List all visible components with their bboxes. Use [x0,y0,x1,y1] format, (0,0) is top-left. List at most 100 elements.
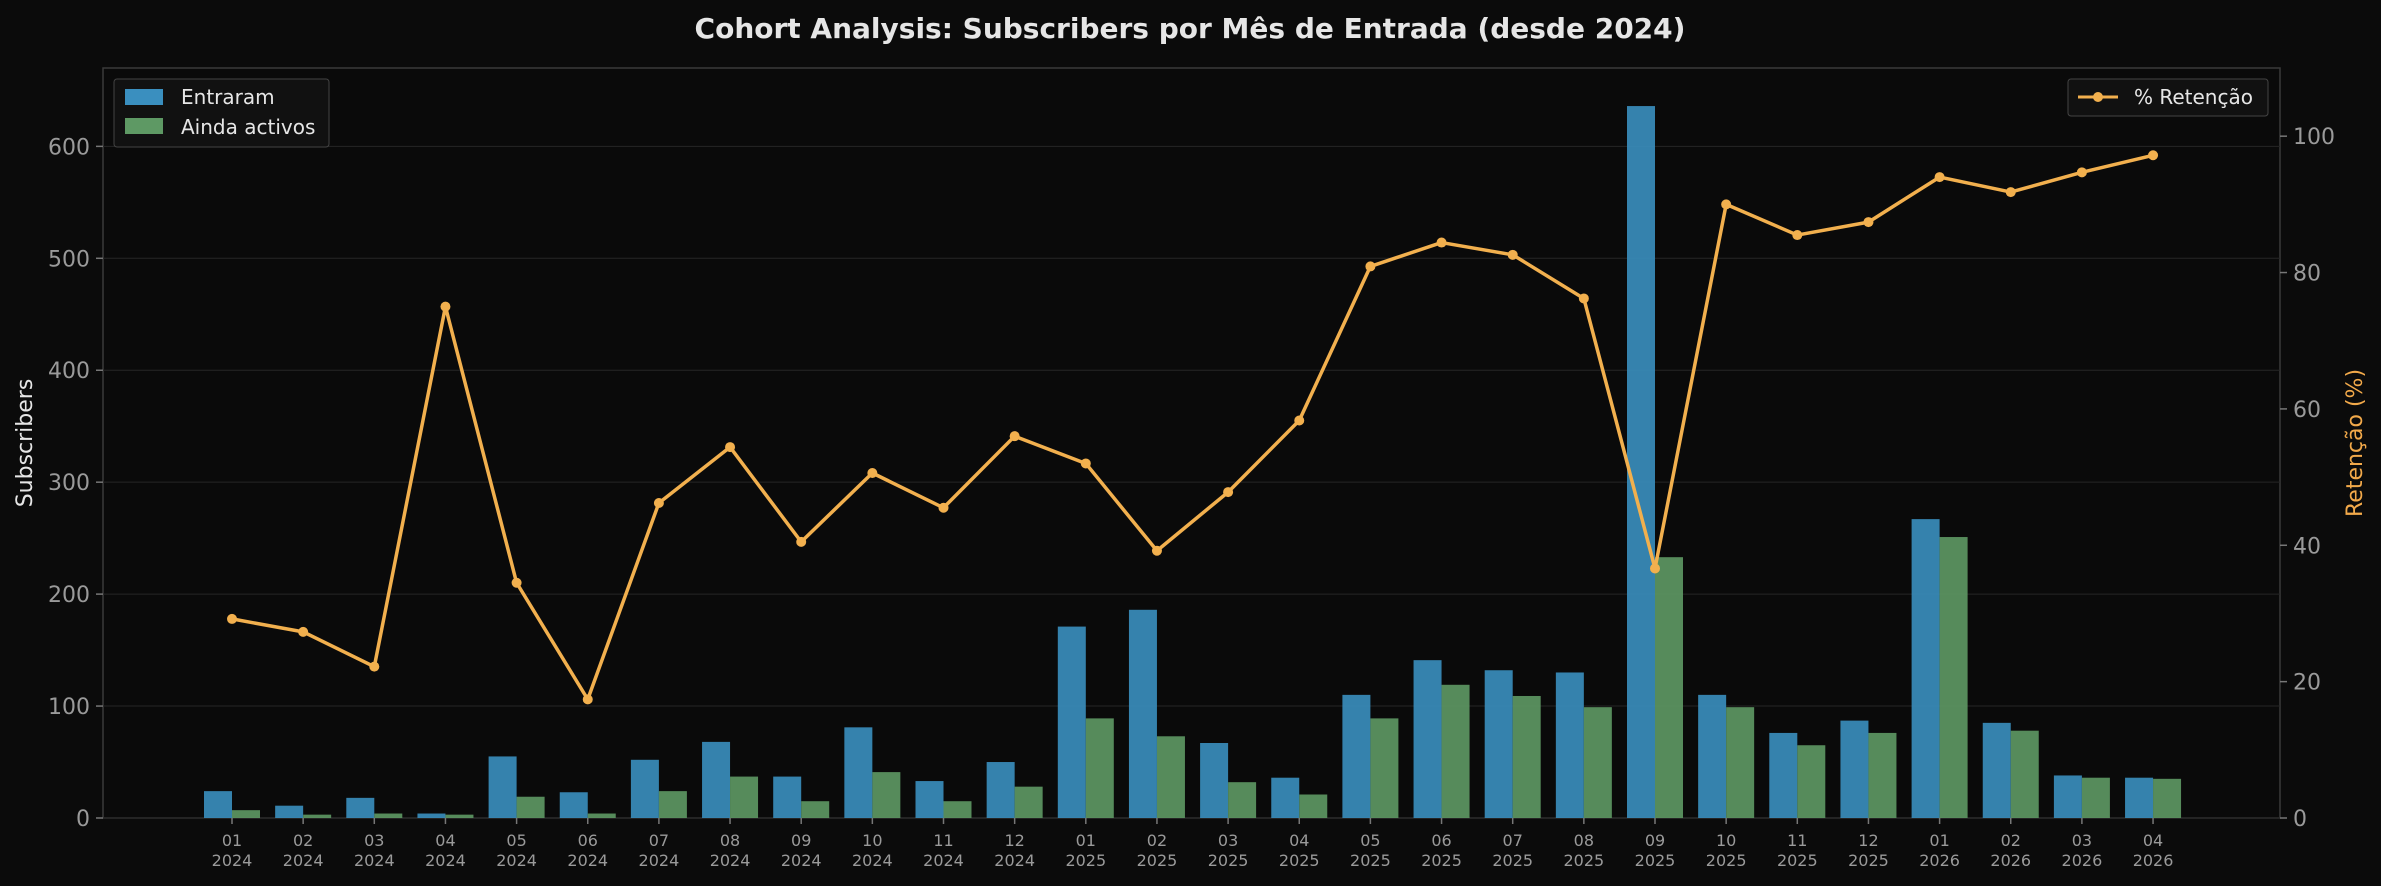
x-tick-month-25: 02 [2001,831,2021,850]
x-tick-year-2: 2024 [354,851,395,870]
retention-line-series [227,150,2159,705]
bar-entraram-5 [559,792,588,818]
bar-entraram-25 [1982,722,2011,818]
bar-ainda-activos-7 [730,776,759,818]
retention-point-3 [440,301,451,312]
x-tick-month-9: 10 [862,831,882,850]
bar-entraram-12 [1057,626,1086,818]
bar-entraram-7 [702,741,731,818]
x-tick-month-24: 01 [1929,831,1949,850]
bar-ainda-activos-25 [2010,730,2039,818]
legend-label-entraram: Entraram [181,85,275,109]
x-tick-month-17: 06 [1431,831,1451,850]
x-tick-month-15: 04 [1289,831,1309,850]
x-tick-year-16: 2025 [1350,851,1391,870]
legend-label-retencao: % Retenção [2134,85,2253,109]
bar-ainda-activos-12 [1085,718,1114,818]
y-axis-label: Subscribers [13,379,38,508]
retention-point-10 [938,502,949,513]
legend-label-ainda-activos: Ainda activos [181,115,315,139]
bar-ainda-activos-15 [1299,794,1328,818]
bar-entraram-27 [2125,777,2154,818]
x-tick-month-2: 03 [364,831,384,850]
x-tick-month-3: 04 [435,831,455,850]
x-tick-year-3: 2024 [425,851,466,870]
bar-entraram-16 [1342,694,1371,818]
retention-point-13 [1151,545,1162,556]
bar-ainda-activos-20 [1655,557,1683,818]
x-tick-month-1: 02 [293,831,313,850]
bar-ainda-activos-13 [1156,736,1185,818]
retention-point-5 [582,694,593,705]
legend-swatch-ainda-activos [125,118,163,134]
bar-entraram-13 [1128,609,1157,818]
y-tick-label-2: 200 [48,583,90,608]
y2-tick-label-1: 20 [2293,671,2321,696]
x-tick-month-5: 06 [578,831,598,850]
bar-entraram-2 [346,797,375,818]
x-axis: 0120240220240320240420240520240620240720… [212,818,2174,870]
x-tick-year-27: 2026 [2133,851,2174,870]
y2-tick-label-2: 40 [2293,534,2321,559]
bar-entraram-26 [2053,775,2082,818]
bar-ainda-activos-1 [303,814,332,818]
bar-ainda-activos-6 [658,791,687,818]
x-tick-month-6: 07 [649,831,669,850]
x-tick-year-7: 2024 [710,851,751,870]
retention-point-0 [227,613,237,624]
y2-tick-label-3: 60 [2293,398,2321,423]
y-tick-label-3: 300 [48,471,90,496]
bar-ainda-activos-4 [516,796,545,818]
x-tick-year-0: 2024 [212,851,253,870]
bar-entraram-18 [1484,670,1513,818]
bar-entraram-6 [630,759,659,818]
x-tick-year-24: 2026 [1919,851,1960,870]
bar-entraram-24 [1911,519,1940,818]
x-tick-month-19: 08 [1574,831,1594,850]
retention-line [231,153,2154,702]
x-tick-month-10: 11 [933,831,953,850]
retention-point-23 [1863,217,1874,228]
bar-entraram-11 [986,762,1015,818]
retention-point-6 [653,498,664,508]
x-tick-year-23: 2025 [1848,851,1889,870]
bar-ainda-activos-22 [1797,745,1826,818]
x-tick-month-14: 03 [1218,831,1238,850]
retention-point-16 [1365,261,1376,272]
bar-ainda-activos-5 [587,813,616,818]
bar-ainda-activos-24 [1939,537,1968,818]
bar-ainda-activos-8 [801,801,830,818]
x-tick-year-9: 2024 [852,851,893,870]
bar-ainda-activos-3 [445,814,474,818]
x-tick-month-12: 01 [1076,831,1096,850]
bar-ainda-activos-2 [374,813,403,818]
y2-tick-label-5: 100 [2293,125,2335,150]
retention-point-17 [1436,237,1447,248]
retention-point-15 [1294,415,1305,426]
bar-ainda-activos-17 [1441,684,1470,818]
bar-entraram-9 [844,727,873,818]
retention-point-12 [1080,458,1091,469]
legend-right: % Retenção [2067,78,2269,117]
x-tick-year-21: 2025 [1706,851,1747,870]
x-tick-year-26: 2026 [2062,851,2103,870]
retention-point-22 [1792,230,1803,241]
bar-ainda-activos-9 [872,772,901,818]
bar-entraram-10 [915,781,944,818]
x-tick-month-16: 05 [1360,831,1380,850]
retention-point-2 [369,661,380,672]
bar-ainda-activos-0 [232,810,260,818]
x-tick-month-4: 05 [506,831,526,850]
x-tick-year-22: 2025 [1777,851,1818,870]
x-tick-month-23: 12 [1858,831,1878,850]
retention-point-25 [2005,187,2016,198]
bar-entraram-4 [488,756,517,818]
y-tick-label-1: 100 [48,695,90,720]
y2-tick-label-4: 80 [2293,262,2321,287]
bar-ainda-activos-11 [1014,786,1043,818]
retention-point-27 [2148,150,2159,161]
bar-ainda-activos-23 [1868,732,1897,818]
bar-ainda-activos-10 [943,801,972,818]
bar-ainda-activos-26 [2081,777,2110,818]
